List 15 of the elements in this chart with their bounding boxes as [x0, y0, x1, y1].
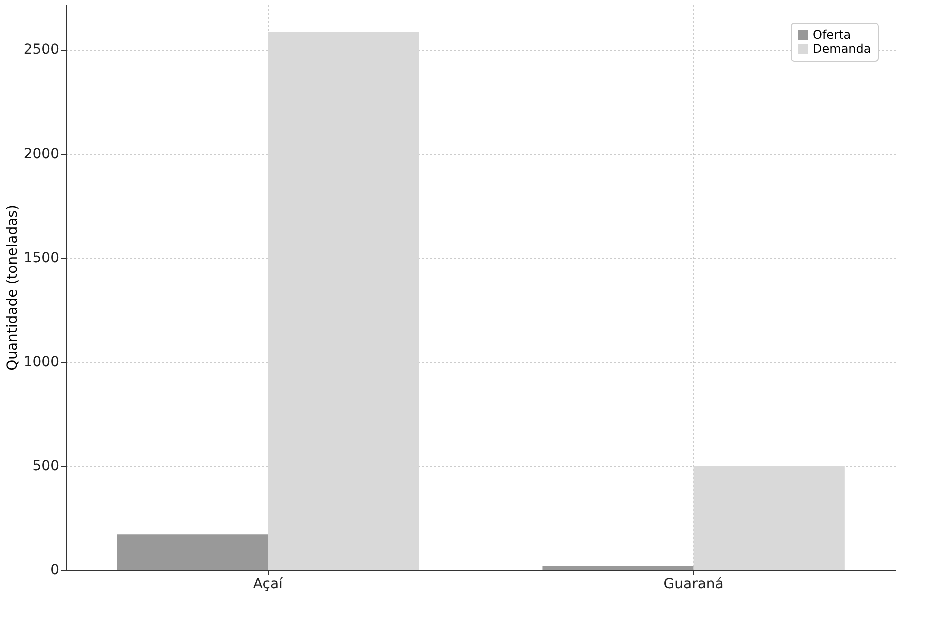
x-tick-label: Guaraná: [664, 576, 724, 592]
legend-label: Demanda: [813, 42, 872, 56]
bar: [117, 534, 268, 570]
y-tick-label: 1500: [24, 250, 60, 266]
y-tick-label: 2500: [24, 42, 60, 58]
bar: [268, 32, 420, 570]
y-tick-label: 500: [32, 458, 60, 474]
bar: [542, 566, 694, 570]
y-tick-label: 1000: [24, 354, 60, 370]
x-tick-label: Açaí: [253, 576, 284, 592]
y-tick-label: 0: [50, 562, 60, 578]
legend-label: Oferta: [813, 28, 852, 42]
bar: [694, 466, 845, 570]
y-tick-label: 2000: [24, 146, 60, 162]
y-axis-title: Quantidade (toneladas): [4, 205, 21, 371]
